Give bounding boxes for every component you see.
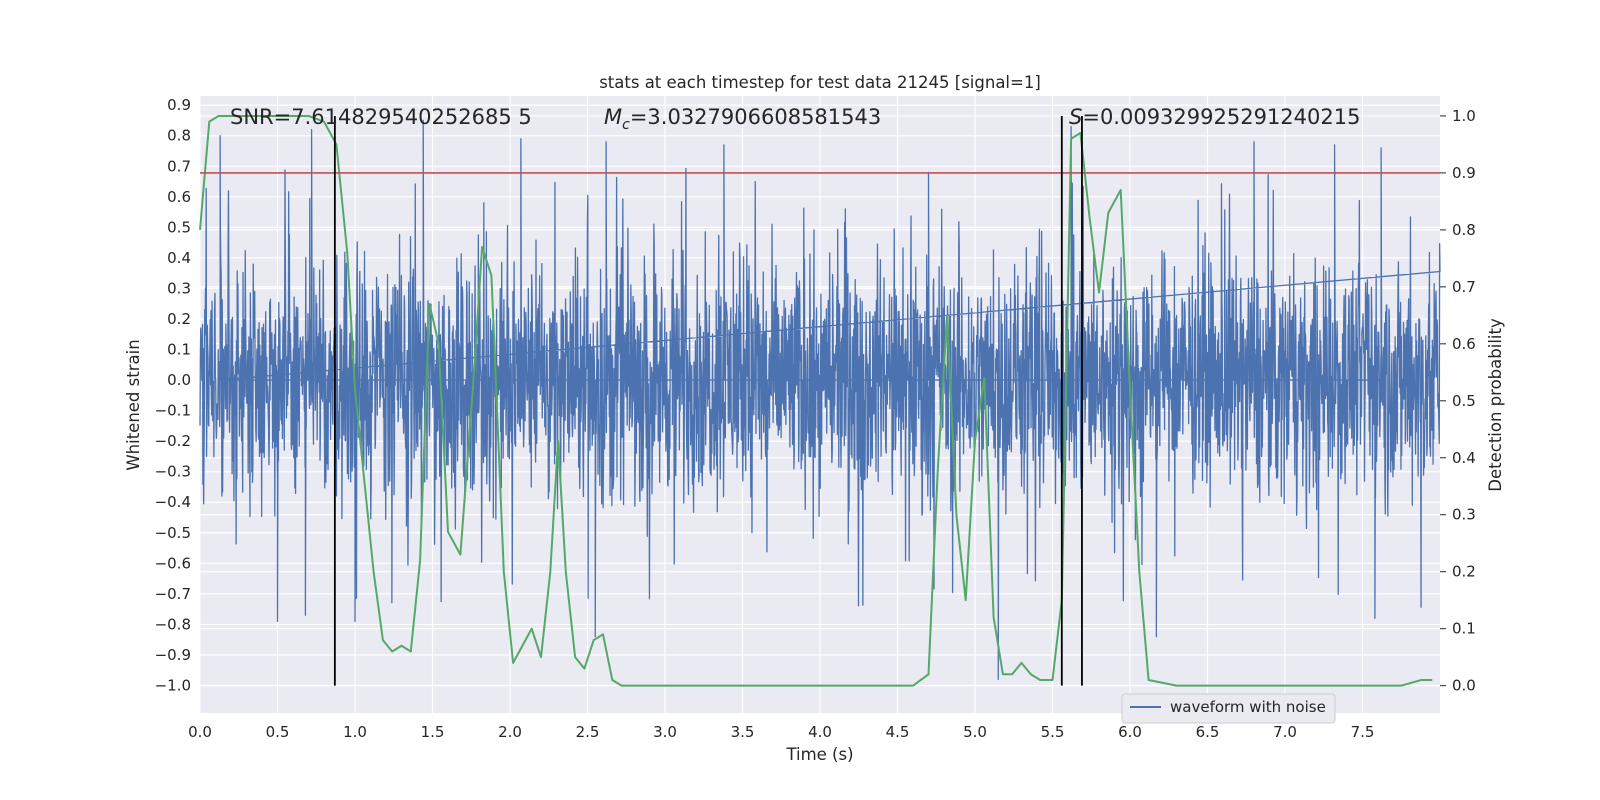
x-tick-label: 6.5: [1196, 723, 1220, 741]
x-tick-label: 1.0: [343, 723, 367, 741]
legend: waveform with noise: [1121, 693, 1336, 724]
y-tick-label: −0.3: [155, 463, 191, 481]
y2-tick-label: 0.4: [1452, 449, 1476, 467]
x-tick-label: 6.0: [1118, 723, 1142, 741]
y-tick-label: −0.8: [155, 615, 191, 633]
y2-tick-label: 1.0: [1452, 107, 1476, 125]
y-axis-ticks: 0.9 0.8 0.7 0.6 0.5 0.4 0.3 0.2 0.1 0.0 −0.1 −0.2 −0…: [155, 96, 191, 694]
x-tick-label: 5.5: [1041, 723, 1065, 741]
x-tick-label: 3.5: [731, 723, 755, 741]
y-tick-label: 0.2: [167, 310, 191, 328]
waveform-with-noise-line: [199, 119, 1441, 681]
y-tick-label: −0.4: [155, 493, 191, 511]
y-tick-label: 0.5: [167, 218, 191, 236]
x-tick-label: 4.5: [886, 723, 910, 741]
y2-tick-label: 0.2: [1452, 563, 1476, 581]
y-tick-label: −0.7: [155, 585, 191, 603]
y-tick-label: −0.5: [155, 524, 191, 542]
mc-value: =3.0327906608581543: [630, 105, 881, 129]
y-tick-label: 0.3: [167, 279, 191, 297]
y2-tick-label: 0.0: [1452, 677, 1476, 695]
y-tick-label: 0.9: [167, 96, 191, 114]
y2-tick-label: 0.8: [1452, 221, 1476, 239]
x-tick-label: 5.0: [963, 723, 987, 741]
probability-layer: [199, 114, 1433, 687]
y-tick-label: 0.8: [167, 127, 191, 145]
overlay-lines: [200, 115, 1440, 686]
waveform-layer: [199, 119, 1441, 681]
y-tick-label: 0.1: [167, 341, 191, 359]
x-tick-label: 2.5: [576, 723, 600, 741]
y-tick-label: 0.7: [167, 157, 191, 175]
y2-tick-label: 0.1: [1452, 620, 1476, 638]
y-tick-label: 0.4: [167, 249, 191, 267]
x-tick-label: 1.5: [421, 723, 445, 741]
y-tick-label: −0.9: [155, 646, 191, 664]
mc-subscript: c: [622, 117, 630, 133]
mc-symbol: M: [604, 105, 622, 129]
x-tick-label: 0.0: [188, 723, 212, 741]
x-tick-label: 7.5: [1351, 723, 1375, 741]
y2-axis-ticks: 1.0 0.9 0.8 0.7 0.6 0.5 0.4 0.3 0.2 0.1 0.0: [1440, 107, 1476, 695]
legend-label: waveform with noise: [1170, 698, 1326, 716]
y2-axis-label: Detection probability: [1486, 318, 1505, 492]
x-axis-label: Time (s): [785, 745, 853, 764]
y-tick-label: −0.6: [155, 554, 191, 572]
chart-title: stats at each timestep for test data 212…: [599, 73, 1041, 92]
y2-tick-label: 0.9: [1452, 164, 1476, 182]
s-annotation: S=0.009329925291240215: [1069, 105, 1360, 129]
y-tick-label: −1.0: [155, 677, 191, 695]
y-tick-label: −0.2: [155, 432, 191, 450]
x-axis-ticks: 0.0 0.5 1.0 1.5 2.0 2.5 3.0 3.5 4.0 4.5 5.0 5.5 6.0 6…: [188, 723, 1374, 741]
y2-tick-label: 0.3: [1452, 506, 1476, 524]
y2-tick-label: 0.5: [1452, 392, 1476, 410]
mc-annotation: Mc=3.0327906608581543: [604, 105, 881, 133]
y2-tick-label: 0.7: [1452, 278, 1476, 296]
x-tick-label: 3.0: [653, 723, 677, 741]
s-value: =0.009329925291240215: [1082, 105, 1360, 129]
y-tick-label: 0.6: [167, 188, 191, 206]
x-tick-label: 0.5: [266, 723, 290, 741]
snr-annotation: SNR=7.614829540252685 5: [230, 105, 532, 129]
s-symbol: S: [1069, 105, 1082, 129]
x-tick-label: 7.0: [1273, 723, 1297, 741]
y2-tick-label: 0.6: [1452, 335, 1476, 353]
y-axis-label: Whitened strain: [124, 339, 143, 470]
x-tick-label: 2.0: [498, 723, 522, 741]
detection-probability-line: [199, 114, 1433, 687]
legend-box: [1121, 693, 1336, 724]
y-tick-label: 0.0: [167, 371, 191, 389]
x-tick-label: 4.0: [808, 723, 832, 741]
y-tick-label: −0.1: [155, 402, 191, 420]
